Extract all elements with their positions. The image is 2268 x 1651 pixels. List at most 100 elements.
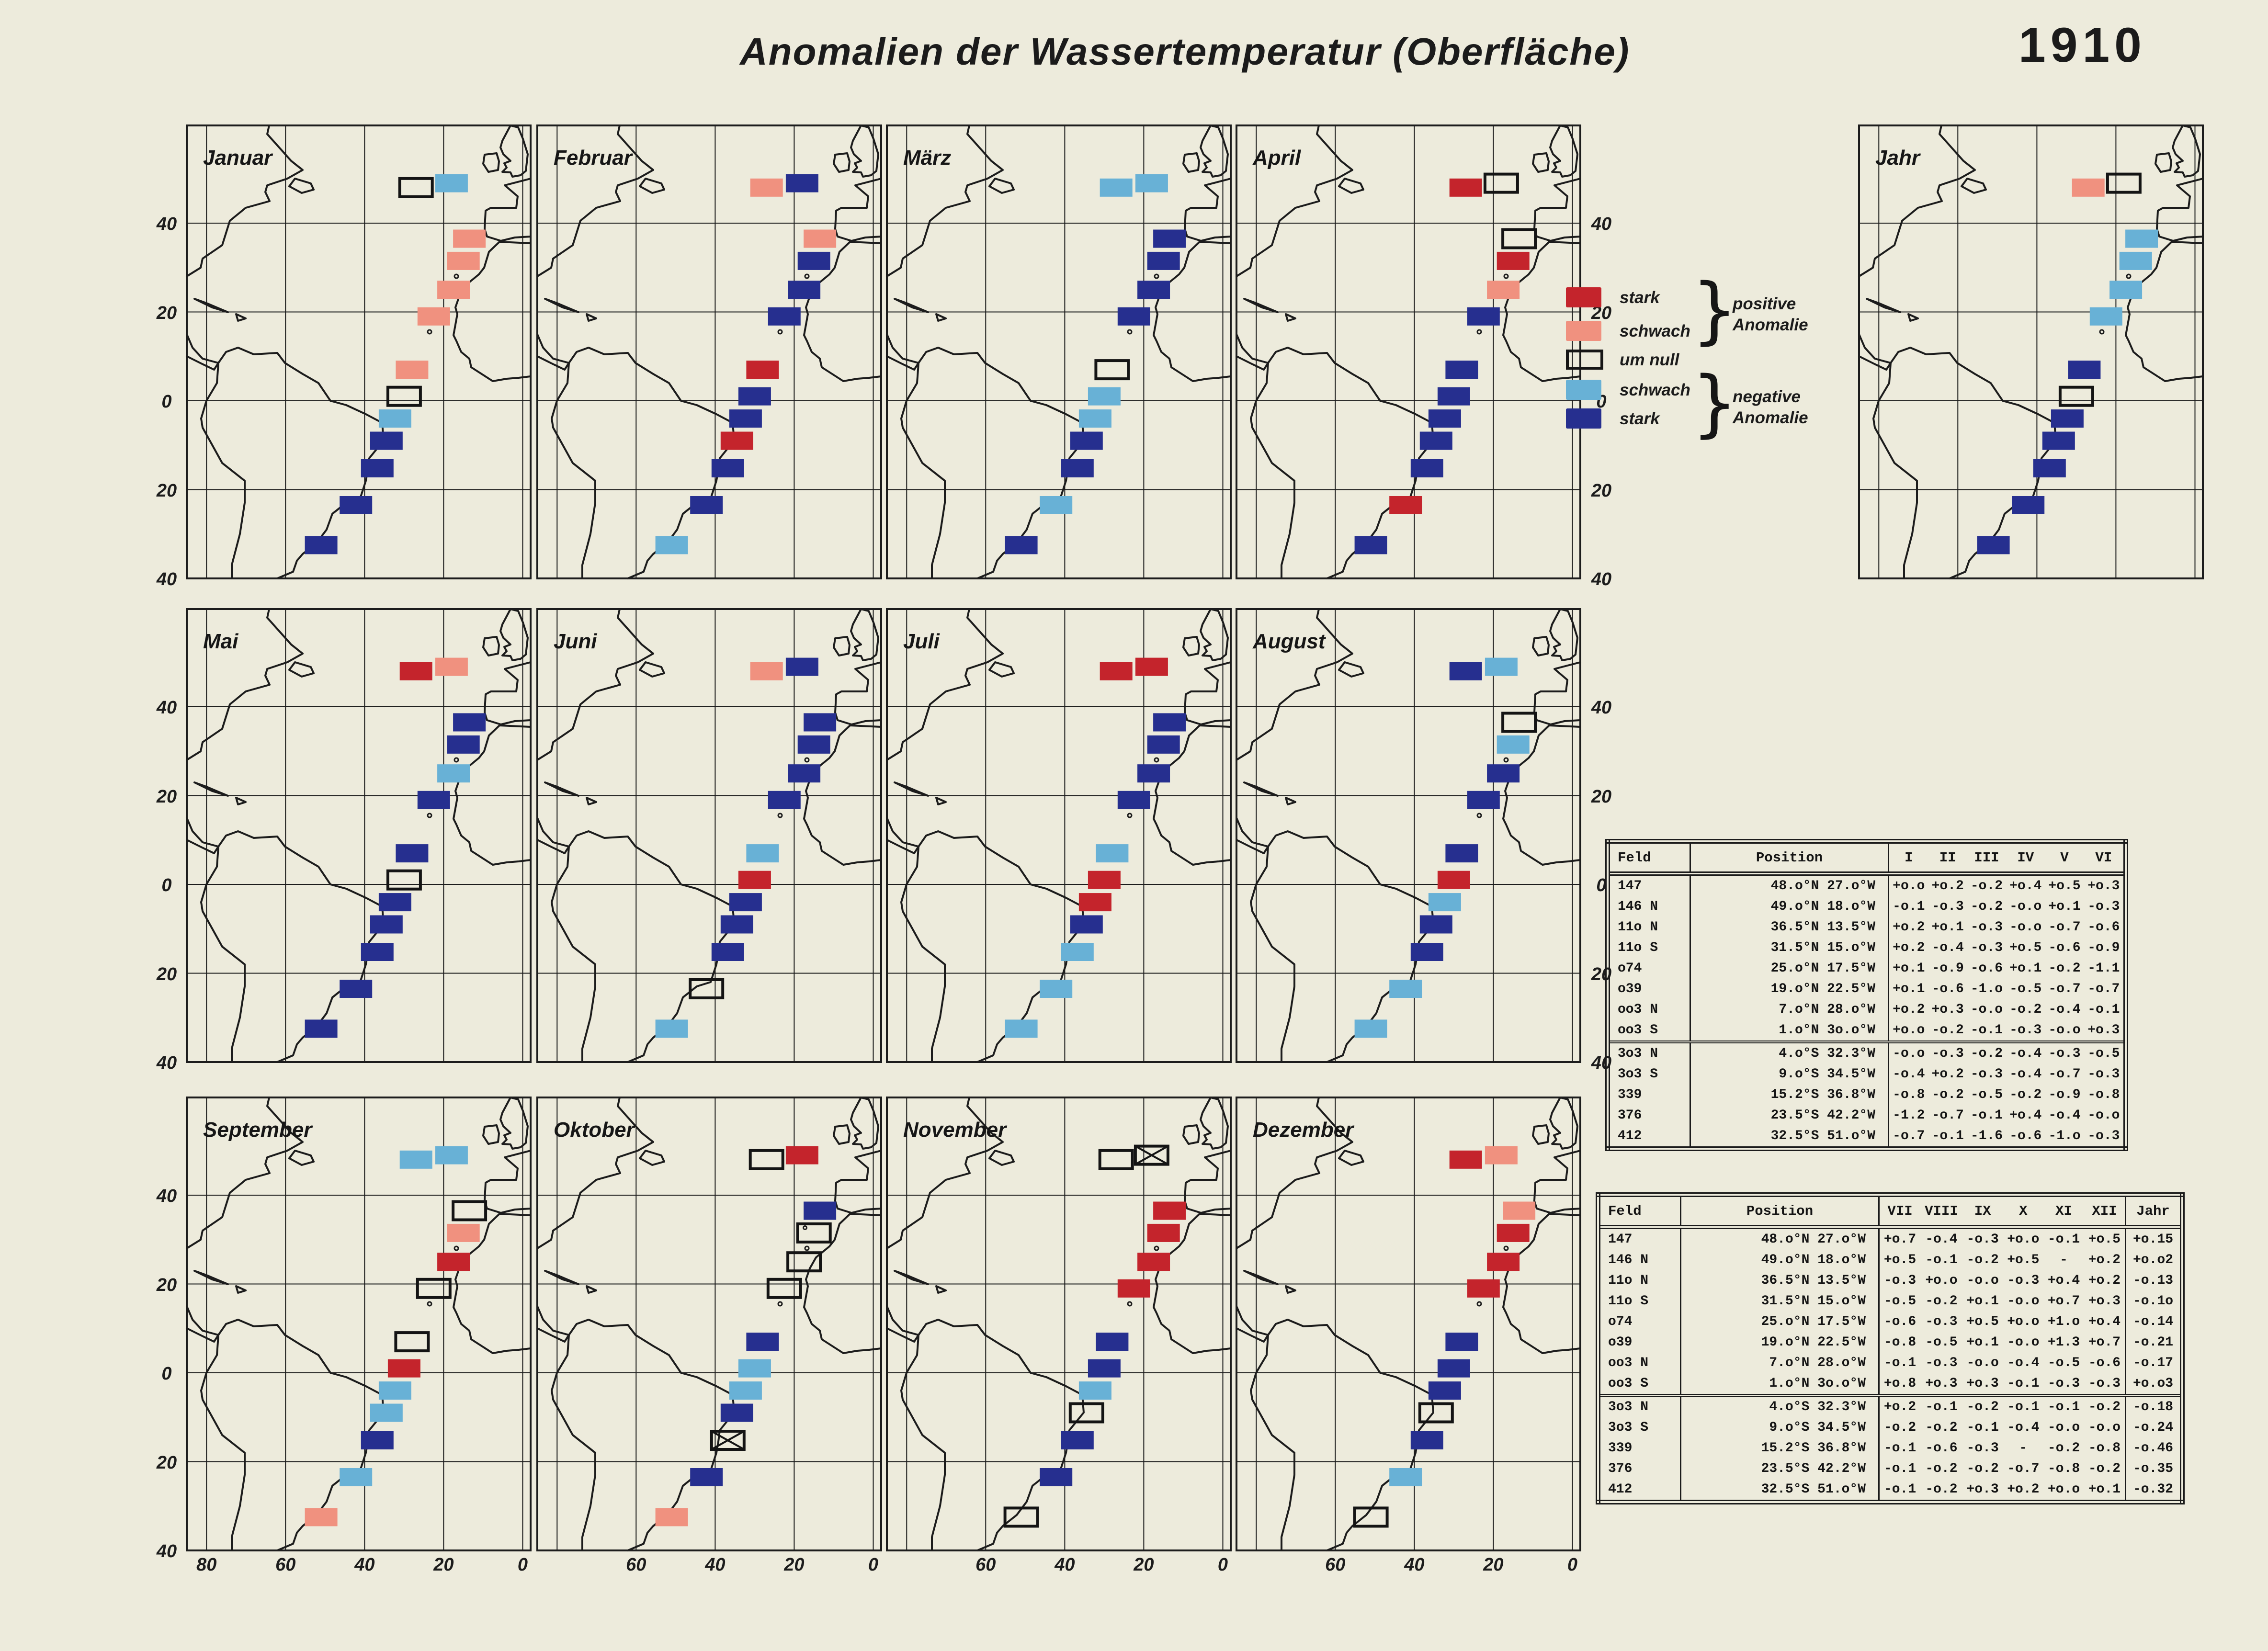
coastline: [886, 355, 919, 371]
coastline: [186, 355, 219, 371]
value-cell: -o.3: [1970, 940, 2003, 955]
coastline: [484, 178, 532, 242]
value-cell: -o.2: [2047, 1441, 2080, 1456]
coastline: [200, 1334, 246, 1551]
position-cell: 49.o°N 18.o°W: [1690, 896, 1889, 917]
anomaly-marker: [690, 1468, 723, 1486]
coastline: [639, 661, 665, 678]
anomaly-marker: [340, 1468, 373, 1486]
value-cell: -o.13: [2125, 1270, 2182, 1291]
coastline: [988, 178, 1015, 194]
column-header: VI: [2084, 841, 2126, 876]
lon-axis-label: 40: [705, 1555, 726, 1575]
coastline: [536, 124, 654, 277]
value-cell: +o.3: [1966, 1482, 1999, 1497]
value-cell: -o.21: [2125, 1332, 2182, 1353]
value-cell: -o.3: [1970, 920, 2003, 935]
anomaly-marker: [1503, 1201, 1536, 1220]
coastline: [900, 362, 946, 579]
lat-axis-label: 40: [156, 1541, 177, 1561]
coastline: [536, 839, 570, 854]
map-month-label: Jahr: [1875, 146, 1921, 170]
coastline: [1549, 1097, 1578, 1150]
anomaly-marker-um-null: [416, 1278, 452, 1299]
island: [2126, 273, 2132, 279]
coastline: [200, 362, 246, 579]
coastline: [1872, 362, 1918, 579]
anomaly-marker-missing: [710, 1430, 746, 1451]
coastline: [1532, 636, 1550, 656]
anomaly-marker: [655, 536, 688, 554]
anomaly-marker-um-null: [766, 1278, 802, 1299]
value-cell: +o.2: [1879, 1394, 1921, 1417]
coastline: [193, 298, 229, 313]
map-border: [886, 124, 1232, 579]
map-border: [1858, 124, 2204, 579]
schwach-negative-swatch: [1566, 380, 1601, 400]
anomaly-marker: [1117, 1279, 1150, 1298]
value-cell: -o.5: [1883, 1294, 1916, 1309]
value-cell: +o.1: [1893, 982, 1925, 996]
value-cell: -o.1: [2003, 1394, 2044, 1417]
coastline: [453, 1213, 532, 1354]
anomaly-marker-um-null: [796, 1222, 832, 1244]
anomaly-marker: [447, 735, 480, 754]
value-cell: -o.3: [1925, 1356, 1958, 1370]
coastline: [1250, 362, 1295, 579]
value-cell: -o.3: [2087, 1129, 2120, 1143]
value-cell: -o.5: [2009, 982, 2042, 996]
legend-label: schwach: [1620, 322, 1690, 340]
value-cell: -o.4: [1925, 1232, 1958, 1247]
value-cell: -o.1: [1883, 1356, 1916, 1370]
value-cell: -o.7: [2048, 982, 2081, 996]
legend-group-negative: negative Anomalie: [1733, 386, 1808, 429]
anomaly-marker: [729, 409, 762, 428]
value-cell: +o.1: [2048, 899, 2081, 914]
anomaly-marker: [1100, 662, 1133, 680]
island: [777, 813, 783, 818]
value-cell: +o.5: [2007, 1253, 2040, 1267]
value-cell: +o.2: [1893, 940, 1925, 955]
value-cell: -o.9: [2087, 940, 2120, 955]
lat-axis-label: 20: [156, 303, 177, 323]
value-cell: -o.1: [1925, 1253, 1958, 1267]
map-panel-april: April 40 20 0 20 40: [1236, 124, 1611, 589]
anomaly-marker: [437, 764, 470, 783]
column-header: XII: [2084, 1195, 2126, 1229]
coastline: [1338, 661, 1364, 678]
feld-cell: 376: [1608, 1105, 1691, 1126]
column-header: IV: [2006, 841, 2045, 876]
table-row: 412 32.5°S 51.o°W -o.7 -o.1 -1.6 -o.6 -1.o -o.3: [1608, 1126, 2126, 1149]
value-cell: -o.1: [2047, 1232, 2080, 1247]
anomaly-marker: [1147, 735, 1180, 754]
value-cell: -1.o: [1970, 982, 2003, 996]
anomaly-marker-um-null: [689, 978, 725, 999]
coastline: [1182, 1124, 1200, 1145]
value-cell: -o.8: [1883, 1335, 1916, 1350]
anomaly-marker: [1437, 871, 1470, 889]
lat-axis-label: 40: [156, 569, 177, 589]
anomaly-map: Oktober: [536, 1097, 882, 1551]
island: [454, 1245, 459, 1251]
coastline: [544, 298, 579, 313]
value-cell: -o.2: [1931, 1087, 1964, 1102]
coastline: [1533, 1150, 1581, 1214]
value-cell: +o.5: [1883, 1253, 1916, 1267]
coastline: [1502, 241, 1581, 382]
coastline: [1200, 1097, 1229, 1150]
feld-cell: 376: [1598, 1459, 1681, 1479]
coastline: [482, 152, 500, 173]
anomaly-marker: [1467, 791, 1500, 809]
anomaly-marker: [1497, 735, 1530, 754]
position-cell: 1.o°N 3o.o°W: [1680, 1373, 1880, 1395]
value-cell: +o.3: [1925, 1376, 1958, 1391]
coastline: [886, 608, 1004, 761]
lat-axis-label: 40: [1591, 569, 1612, 589]
island: [1476, 1301, 1482, 1307]
anomaly-marker: [738, 871, 771, 889]
table-row: oo3 N 7.o°N 28.o°W -o.1 -o.3 -o.o -o.4 -o.5 -o.…: [1598, 1353, 2182, 1373]
coastline: [935, 1285, 947, 1294]
value-cell: -o.9: [2048, 1087, 2081, 1102]
coastline: [551, 846, 596, 1063]
anomaly-map: Jahr: [1858, 124, 2204, 579]
